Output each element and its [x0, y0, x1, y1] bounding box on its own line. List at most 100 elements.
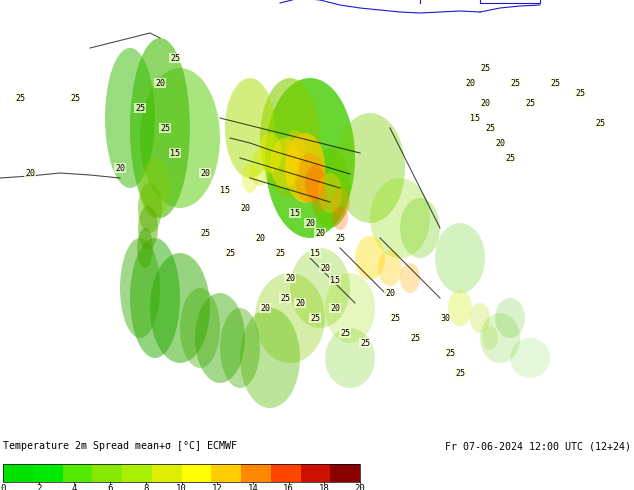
Ellipse shape	[140, 68, 220, 208]
Ellipse shape	[330, 188, 350, 218]
Text: 25: 25	[445, 348, 455, 358]
Text: 25: 25	[485, 123, 495, 132]
Text: 20: 20	[480, 98, 490, 107]
Text: 10: 10	[176, 484, 187, 490]
Text: 25: 25	[335, 234, 345, 243]
Ellipse shape	[355, 236, 385, 280]
Text: 20: 20	[385, 289, 395, 297]
Ellipse shape	[480, 313, 520, 363]
Ellipse shape	[255, 273, 325, 363]
Text: 25: 25	[200, 228, 210, 238]
Text: 25: 25	[410, 334, 420, 343]
Text: Fr 07-06-2024 12:00 UTC (12+24): Fr 07-06-2024 12:00 UTC (12+24)	[445, 441, 631, 451]
Ellipse shape	[312, 184, 328, 212]
Text: 20: 20	[240, 203, 250, 213]
Ellipse shape	[270, 138, 300, 188]
Text: 25: 25	[455, 368, 465, 377]
Ellipse shape	[378, 250, 402, 286]
Ellipse shape	[138, 183, 162, 233]
Text: 15: 15	[330, 275, 340, 285]
Text: 18: 18	[319, 484, 330, 490]
Text: 15: 15	[470, 114, 480, 122]
Text: 25: 25	[310, 314, 320, 322]
Text: 25: 25	[170, 53, 180, 63]
Text: 25: 25	[340, 328, 350, 338]
Text: 25: 25	[510, 78, 520, 88]
Text: 20: 20	[115, 164, 125, 172]
Text: 14: 14	[247, 484, 258, 490]
Text: 25: 25	[135, 103, 145, 113]
Ellipse shape	[240, 308, 300, 408]
Bar	[63, 464, 93, 482]
Bar	[3, 464, 360, 482]
Ellipse shape	[482, 326, 498, 350]
Text: 15: 15	[310, 248, 320, 258]
Text: 25: 25	[505, 153, 515, 163]
Ellipse shape	[510, 338, 550, 378]
Bar	[3, 464, 33, 482]
Ellipse shape	[448, 290, 472, 326]
Text: 25: 25	[575, 89, 585, 98]
Text: 25: 25	[160, 123, 170, 132]
Text: 20: 20	[200, 169, 210, 177]
Ellipse shape	[295, 153, 325, 203]
Ellipse shape	[225, 78, 275, 178]
Ellipse shape	[242, 163, 258, 193]
Bar	[241, 464, 271, 482]
Text: 2: 2	[36, 484, 41, 490]
Ellipse shape	[370, 178, 430, 258]
Ellipse shape	[495, 298, 525, 338]
Ellipse shape	[325, 273, 375, 343]
Text: 15: 15	[290, 209, 300, 218]
Ellipse shape	[310, 148, 350, 228]
Ellipse shape	[105, 48, 155, 188]
Text: 8: 8	[143, 484, 148, 490]
Bar	[122, 464, 152, 482]
Text: 25: 25	[360, 339, 370, 347]
Ellipse shape	[400, 198, 440, 258]
Text: 25: 25	[225, 248, 235, 258]
Ellipse shape	[130, 38, 190, 218]
Ellipse shape	[290, 248, 350, 328]
Text: 20: 20	[155, 78, 165, 88]
Text: 25: 25	[390, 314, 400, 322]
Ellipse shape	[130, 238, 180, 358]
Text: 6: 6	[107, 484, 113, 490]
Bar	[33, 464, 63, 482]
Bar	[330, 464, 360, 482]
Text: 25: 25	[525, 98, 535, 107]
Bar	[271, 464, 301, 482]
Text: 4: 4	[72, 484, 77, 490]
Text: 20: 20	[305, 219, 315, 227]
Ellipse shape	[470, 303, 490, 333]
Text: 20: 20	[260, 303, 270, 313]
Text: 30: 30	[440, 314, 450, 322]
Text: 25: 25	[275, 248, 285, 258]
Text: 25: 25	[280, 294, 290, 302]
Text: 25: 25	[595, 119, 605, 127]
Bar	[152, 464, 181, 482]
Text: 25: 25	[550, 78, 560, 88]
Text: Temperature 2m Spread mean+σ [°C] ECMWF: Temperature 2m Spread mean+σ [°C] ECMWF	[3, 441, 237, 451]
Ellipse shape	[138, 206, 158, 250]
Text: 20: 20	[25, 169, 35, 177]
Text: 25: 25	[15, 94, 25, 102]
Ellipse shape	[150, 253, 210, 363]
Ellipse shape	[305, 165, 325, 201]
Text: 20: 20	[295, 298, 305, 308]
Bar	[211, 464, 241, 482]
Text: 20: 20	[330, 303, 340, 313]
Ellipse shape	[325, 328, 375, 388]
Text: 20: 20	[354, 484, 365, 490]
Ellipse shape	[285, 130, 305, 166]
Bar	[181, 464, 211, 482]
Text: 20: 20	[255, 234, 265, 243]
Text: 15: 15	[220, 186, 230, 195]
Ellipse shape	[180, 288, 220, 368]
Text: 12: 12	[212, 484, 223, 490]
Ellipse shape	[400, 263, 420, 293]
Ellipse shape	[220, 308, 260, 388]
Bar	[93, 464, 122, 482]
Text: 15: 15	[170, 148, 180, 157]
Text: 20: 20	[315, 228, 325, 238]
